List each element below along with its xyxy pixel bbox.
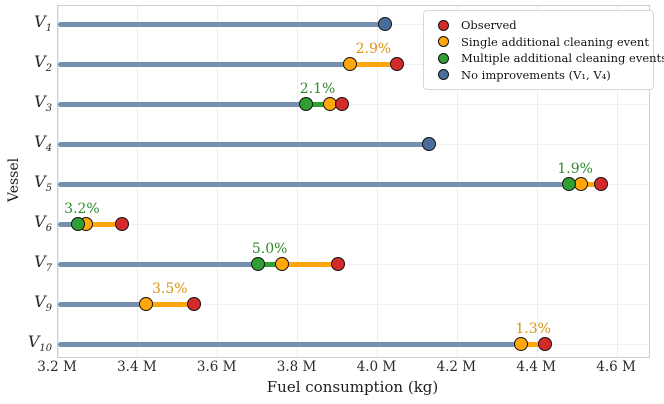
improvement-annotation: 1.9% (557, 161, 593, 177)
gridline-horizontal (58, 263, 649, 265)
marker-no-improvement (422, 137, 437, 151)
marker-observed (114, 217, 129, 231)
single-cleaning-segment (521, 341, 546, 347)
marker-observed (390, 57, 405, 71)
improvement-annotation: 1.3% (515, 321, 551, 337)
marker-observed (186, 297, 201, 311)
y-tick-label: V7 (34, 252, 52, 274)
vessel-label-subscript: 2 (45, 63, 52, 75)
gridline-horizontal (58, 103, 649, 105)
baseline-line (58, 101, 306, 107)
gridline-horizontal (58, 223, 649, 225)
improvement-annotation: 3.2% (64, 201, 100, 217)
x-tick-label: 3.6 M (196, 359, 237, 375)
marker-single-cleaning (342, 57, 357, 71)
single-cleaning-segment (145, 301, 194, 307)
x-tick-label: 4.4 M (516, 359, 556, 375)
single-cleaning-segment (349, 61, 398, 67)
x-tick-label: 3.2 M (37, 359, 77, 375)
vessel-label-base: V (34, 291, 46, 311)
legend-marker-icon (438, 69, 449, 81)
legend-item-label: No improvements (V₁, V₄) (461, 67, 611, 82)
vessel-label-base: V (34, 211, 46, 231)
y-tick-label: V9 (34, 292, 52, 314)
marker-single-cleaning (138, 297, 153, 311)
x-tick-label: 4.6 M (596, 359, 636, 375)
marker-observed (330, 257, 345, 271)
x-tick-label: 3.4 M (117, 359, 157, 375)
gridline-horizontal (58, 303, 649, 305)
improvement-annotation: 3.5% (152, 281, 188, 297)
gridline-vertical (616, 6, 618, 357)
x-axis-label: Fuel consumption (kg) (266, 378, 439, 396)
vessel-label-subscript: 9 (45, 303, 52, 315)
marker-multiple-cleaning (250, 257, 265, 271)
legend-item-label: Multiple additional cleaning events (461, 51, 664, 66)
marker-single-cleaning (274, 257, 289, 271)
legend-item-label: Single additional cleaning event (461, 34, 649, 49)
marker-observed (334, 97, 349, 111)
improvement-annotation: 2.9% (355, 41, 392, 57)
vessel-label-subscript: 5 (45, 183, 52, 195)
marker-single-cleaning (514, 337, 529, 351)
x-tick-label: 3.8 M (276, 359, 317, 375)
y-tick-label: V5 (34, 172, 52, 194)
legend-marker-icon (438, 19, 449, 31)
legend-item: Single additional cleaning event (431, 34, 649, 51)
y-tick-label: V4 (34, 132, 52, 154)
y-tick-label: V3 (34, 92, 52, 114)
vessel-label-base: V (34, 51, 46, 71)
marker-multiple-cleaning (562, 177, 577, 191)
legend: Observed Single additional cleaning event… (423, 10, 664, 90)
y-tick-label: V10 (28, 332, 52, 354)
legend-item: Observed (431, 17, 647, 34)
x-tick-label: 4.0 M (356, 359, 397, 375)
y-tick-label: V1 (34, 12, 52, 34)
vessel-label-subscript: 4 (45, 143, 52, 155)
baseline-line (58, 301, 146, 307)
baseline-line (58, 61, 350, 67)
vessel-label-base: V (34, 251, 46, 271)
legend-marker-icon (438, 52, 449, 64)
baseline-line (58, 261, 258, 267)
baseline-line (58, 21, 386, 27)
vessel-label-base: V (27, 331, 40, 351)
legend-item: No improvements (V₁, V₄) (431, 67, 647, 84)
legend-item-label: Observed (461, 18, 517, 33)
vessel-label-subscript: 10 (39, 343, 52, 355)
improvement-annotation: 2.1% (299, 81, 336, 97)
marker-observed (538, 337, 553, 351)
y-axis-label: Vessel (6, 157, 22, 203)
single-cleaning-segment (581, 181, 602, 187)
improvement-annotation: 5.0% (251, 241, 288, 257)
vessel-label-base: V (34, 11, 46, 31)
marker-no-improvement (378, 17, 393, 31)
vessel-label-base: V (34, 91, 46, 111)
x-tick-label: 4.2 M (436, 359, 477, 375)
legend-item: Multiple additional cleaning events (431, 50, 664, 67)
marker-single-cleaning (574, 177, 589, 191)
marker-multiple-cleaning (298, 97, 313, 111)
baseline-line (58, 141, 430, 147)
marker-observed (594, 177, 609, 191)
vessel-label-base: V (34, 131, 46, 151)
single-cleaning-segment (85, 221, 122, 227)
y-tick-label: V2 (34, 52, 52, 74)
baseline-line (58, 221, 78, 227)
vessel-label-base: V (34, 171, 46, 191)
vessel-label-subscript: 3 (45, 103, 52, 115)
single-cleaning-segment (281, 261, 338, 267)
baseline-line (58, 181, 570, 187)
vessel-label-subscript: 6 (45, 223, 52, 235)
baseline-line (58, 341, 522, 347)
y-tick-label: V6 (34, 212, 52, 234)
vessel-label-subscript: 7 (45, 263, 52, 275)
vessel-label-subscript: 1 (45, 23, 52, 35)
multiple-cleaning-segment (257, 261, 282, 267)
legend-marker-icon (438, 36, 449, 48)
multiple-cleaning-segment (305, 101, 330, 107)
marker-multiple-cleaning (70, 217, 85, 231)
